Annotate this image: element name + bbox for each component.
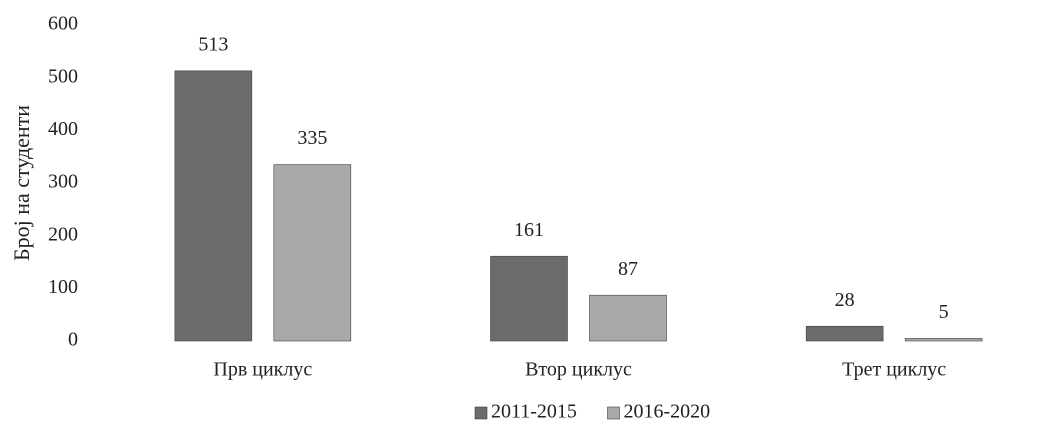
y-axis-label: Број на студенти bbox=[9, 105, 34, 261]
legend-swatch bbox=[474, 406, 488, 420]
y-tick-label: 200 bbox=[48, 223, 78, 245]
bar bbox=[174, 70, 253, 342]
data-label: 161 bbox=[514, 219, 544, 241]
y-tick-label: 600 bbox=[48, 13, 78, 35]
bar bbox=[490, 255, 568, 342]
legend-label: 2016-2020 bbox=[624, 401, 711, 423]
bar bbox=[589, 294, 667, 342]
x-tick-label: Втор циклус bbox=[525, 359, 632, 381]
x-tick-label: Прв циклус bbox=[213, 359, 312, 381]
data-label: 28 bbox=[835, 289, 855, 311]
bar bbox=[273, 164, 352, 342]
y-tick-label: 0 bbox=[68, 329, 78, 351]
data-label: 87 bbox=[618, 258, 638, 280]
y-tick-label: 300 bbox=[48, 171, 78, 193]
bar bbox=[904, 338, 983, 342]
data-label: 335 bbox=[297, 127, 327, 149]
bar bbox=[805, 325, 884, 342]
legend-swatch bbox=[607, 406, 620, 420]
y-tick-label: 100 bbox=[48, 276, 78, 298]
legend-label: 2011-2015 bbox=[491, 401, 577, 423]
y-tick-label: 500 bbox=[48, 65, 78, 87]
x-tick-label: Трет циклус bbox=[842, 359, 946, 381]
data-label: 5 bbox=[939, 301, 949, 323]
y-tick-label: 400 bbox=[48, 118, 78, 140]
data-label: 513 bbox=[198, 33, 228, 55]
